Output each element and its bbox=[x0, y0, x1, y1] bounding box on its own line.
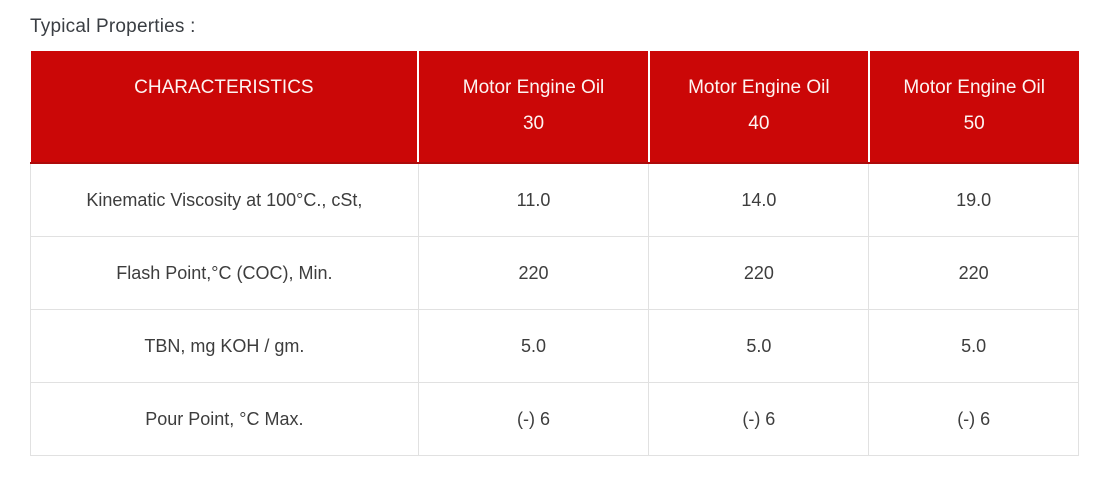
product-name: Motor Engine Oil bbox=[903, 77, 1045, 98]
value-cell: (-) 6 bbox=[417, 382, 650, 456]
value-cell: 220 bbox=[417, 236, 650, 310]
value-cell: (-) 6 bbox=[648, 382, 870, 456]
value-cell: 5.0 bbox=[417, 309, 650, 383]
product-name: Motor Engine Oil bbox=[462, 77, 605, 98]
column-header-motor-engine-oil-30: Motor Engine Oil 30 bbox=[418, 51, 650, 164]
characteristic-cell: Pour Point, °C Max. bbox=[30, 382, 419, 456]
product-grade: 50 bbox=[963, 113, 985, 134]
value-cell: 11.0 bbox=[417, 162, 650, 237]
table-row-flash-point: Flash Point,°C (COC), Min. 220 220 220 bbox=[30, 236, 1079, 310]
table-row-pour-point: Pour Point, °C Max. (-) 6 (-) 6 (-) 6 bbox=[30, 382, 1079, 456]
product-grade: 40 bbox=[748, 113, 770, 134]
column-header-motor-engine-oil-50: Motor Engine Oil 50 bbox=[868, 51, 1079, 164]
characteristic-cell: Flash Point,°C (COC), Min. bbox=[30, 236, 419, 310]
characteristic-cell: Kinematic Viscosity at 100°C., cSt, bbox=[30, 162, 419, 237]
value-cell: 220 bbox=[648, 236, 870, 310]
table-row-tbn: TBN, mg KOH / gm. 5.0 5.0 5.0 bbox=[30, 309, 1079, 383]
column-header-characteristics: CHARACTERISTICS bbox=[30, 51, 420, 164]
value-cell: 14.0 bbox=[648, 162, 870, 237]
value-cell: 19.0 bbox=[868, 162, 1079, 237]
typical-properties-table: CHARACTERISTICS Motor Engine Oil 30 Moto… bbox=[30, 51, 1079, 456]
value-cell: 5.0 bbox=[648, 309, 870, 383]
value-cell: (-) 6 bbox=[868, 382, 1079, 456]
page-title: Typical Properties : bbox=[30, 16, 196, 37]
table-row-kinematic-viscosity: Kinematic Viscosity at 100°C., cSt, 11.0… bbox=[30, 162, 1079, 237]
characteristic-cell: TBN, mg KOH / gm. bbox=[30, 309, 419, 383]
value-cell: 220 bbox=[868, 236, 1079, 310]
column-header-motor-engine-oil-40: Motor Engine Oil 40 bbox=[648, 51, 870, 164]
product-grade: 30 bbox=[522, 113, 545, 134]
header-row: CHARACTERISTICS Motor Engine Oil 30 Moto… bbox=[30, 51, 1079, 164]
value-cell: 5.0 bbox=[868, 309, 1079, 383]
product-name: Motor Engine Oil bbox=[688, 77, 830, 98]
